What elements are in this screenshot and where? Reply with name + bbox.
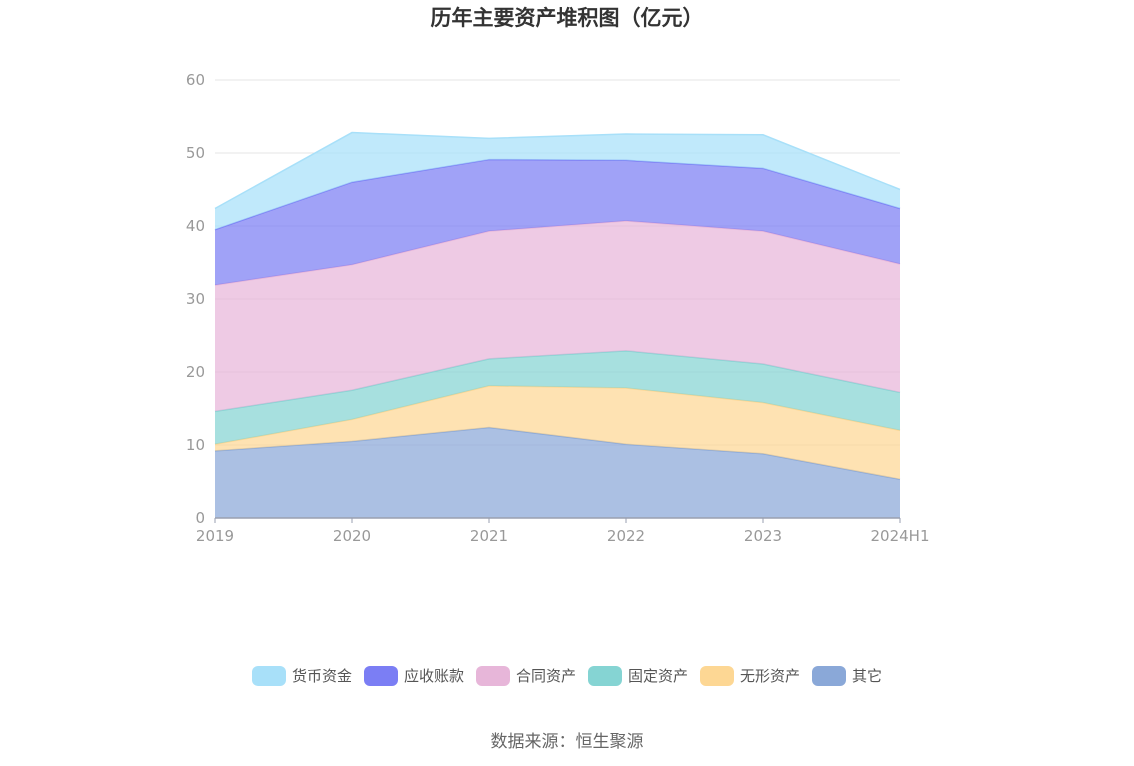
x-tick-label: 2023 (744, 527, 782, 545)
legend-swatch (252, 666, 286, 686)
area-series-固定资产 (215, 350, 900, 445)
legend-item[interactable]: 应收账款 (364, 666, 464, 686)
legend-swatch (476, 666, 510, 686)
legend-label: 货币资金 (292, 667, 352, 685)
y-tick-label: 0 (195, 509, 205, 527)
x-tick-label: 2020 (333, 527, 371, 545)
x-tick-label: 2019 (196, 527, 234, 545)
x-tick-label: 2022 (607, 527, 645, 545)
legend-label: 固定资产 (628, 667, 688, 685)
data-source: 数据来源：恒生聚源 (491, 732, 644, 752)
chart-title: 历年主要资产堆积图（亿元） (431, 6, 704, 30)
y-tick-label: 50 (186, 144, 205, 162)
legend-swatch (812, 666, 846, 686)
area-edge-货币资金 (214, 131, 901, 210)
area-layers (214, 131, 901, 518)
legend-label: 其它 (852, 667, 882, 685)
legend-swatch (588, 666, 622, 686)
area-series-无形资产 (215, 385, 900, 480)
y-tick-label: 40 (186, 217, 205, 235)
legend-swatch (700, 666, 734, 686)
legend-item[interactable]: 合同资产 (476, 666, 576, 686)
y-tick-label: 20 (186, 363, 205, 381)
y-tick-label: 30 (186, 290, 205, 308)
area-series-货币资金 (215, 132, 900, 230)
legend-item[interactable]: 货币资金 (252, 666, 352, 686)
y-tick-label: 10 (186, 436, 205, 454)
legend-item[interactable]: 固定资产 (588, 666, 688, 686)
y-tick-label: 60 (186, 71, 205, 89)
legend-swatch (364, 666, 398, 686)
x-tick-label: 2024H1 (871, 527, 930, 545)
area-series-其它 (215, 427, 900, 518)
axes: 0 10 20 30 40 50 60 2019 2020 2021 2022 2023 2024H1 (186, 71, 930, 545)
legend-item[interactable]: 无形资产 (700, 666, 800, 686)
legend: 货币资金 应收账款 合同资产 固定资产 无形资产 其它 (252, 666, 882, 686)
x-tick-label: 2021 (470, 527, 508, 545)
legend-label: 合同资产 (516, 667, 576, 685)
area-series-应收账款 (215, 159, 900, 286)
legend-label: 应收账款 (404, 667, 464, 685)
legend-item[interactable]: 其它 (812, 666, 882, 686)
legend-label: 无形资产 (740, 667, 800, 685)
area-series-合同资产 (215, 220, 900, 412)
